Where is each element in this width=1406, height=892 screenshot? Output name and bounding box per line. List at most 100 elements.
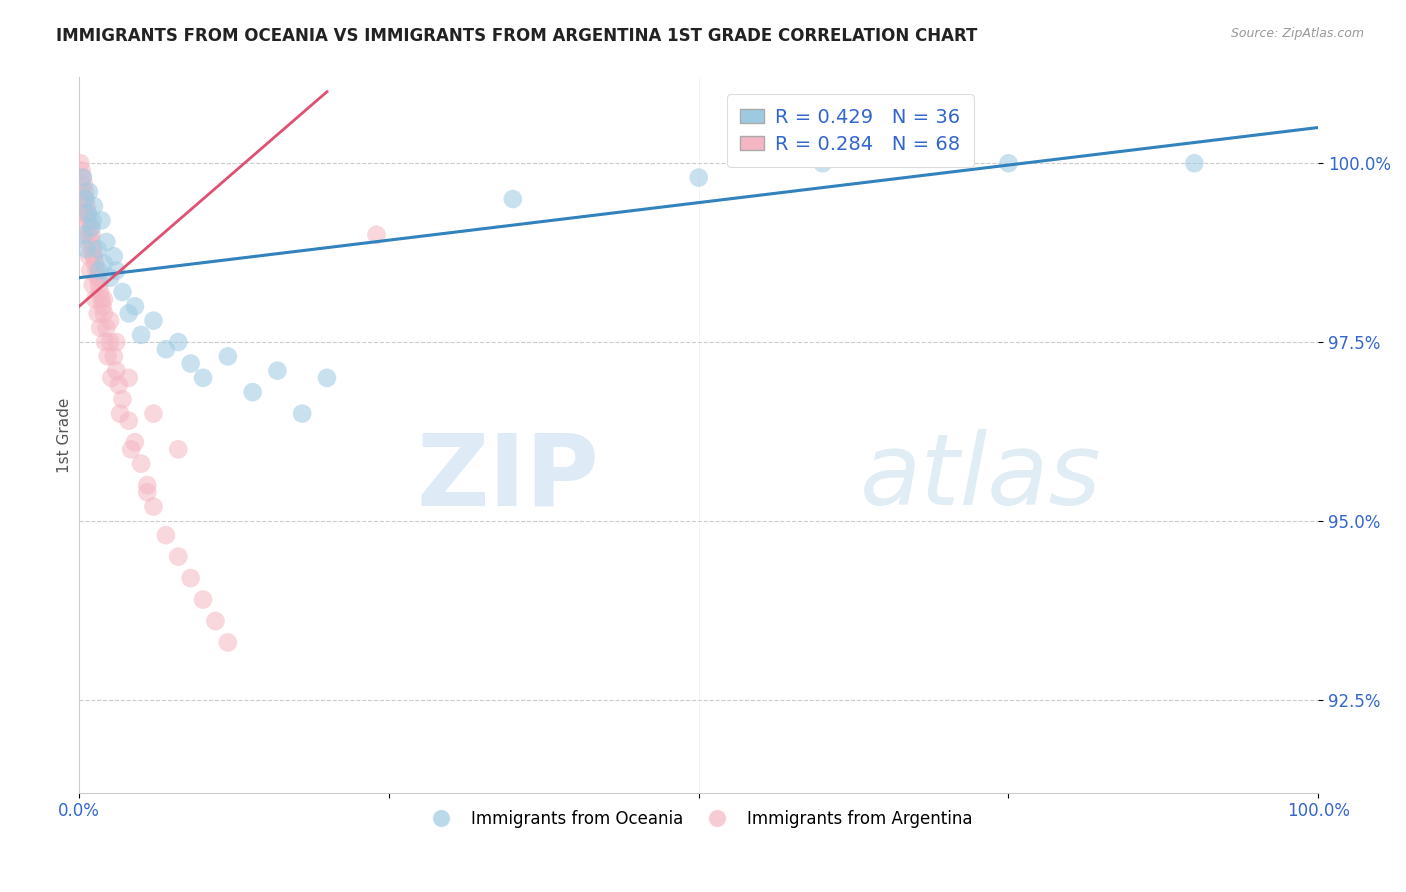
Point (86, 242, 108, 256)
Point (108, 407, 131, 421)
Point (688, 170, 710, 185)
Point (97, 350, 120, 364)
Point (87, 263, 110, 277)
Point (93, 292, 115, 306)
Point (82, 277, 104, 292)
Point (77, 213, 100, 227)
Point (77, 227, 100, 242)
Point (136, 478, 159, 492)
Point (1182, 156, 1205, 170)
Point (90, 213, 112, 227)
Point (142, 313, 165, 327)
Point (105, 263, 128, 277)
Point (111, 392, 134, 407)
Point (76, 206, 98, 220)
Point (204, 614, 226, 628)
Point (77, 249, 100, 263)
Point (87, 277, 110, 292)
Point (124, 299, 146, 313)
Point (79, 220, 101, 235)
Point (73, 227, 96, 242)
Point (70, 185, 93, 199)
Point (73, 206, 96, 220)
Y-axis label: 1st Grade: 1st Grade (58, 397, 72, 473)
Point (291, 407, 314, 421)
Text: IMMIGRANTS FROM OCEANIA VS IMMIGRANTS FROM ARGENTINA 1ST GRADE CORRELATION CHART: IMMIGRANTS FROM OCEANIA VS IMMIGRANTS FR… (56, 27, 977, 45)
Point (94, 334, 117, 349)
Point (129, 457, 152, 471)
Point (167, 549, 190, 564)
Point (75, 192, 97, 206)
Point (86, 270, 108, 285)
Point (91, 299, 114, 313)
Point (70, 163, 93, 178)
Point (142, 407, 165, 421)
Point (76, 199, 98, 213)
Point (366, 227, 388, 242)
Point (75, 192, 97, 206)
Point (217, 350, 239, 364)
Point (98, 334, 121, 349)
Point (103, 350, 125, 364)
Point (82, 213, 104, 227)
Point (167, 334, 190, 349)
Point (118, 371, 141, 385)
Point (118, 306, 141, 320)
Text: atlas: atlas (860, 429, 1101, 526)
Point (997, 156, 1019, 170)
Point (180, 571, 202, 585)
Point (83, 199, 105, 213)
Point (87, 270, 110, 285)
Text: Source: ZipAtlas.com: Source: ZipAtlas.com (1230, 27, 1364, 40)
Point (96, 320, 118, 334)
Point (89, 285, 111, 299)
Point (100, 371, 122, 385)
Point (129, 327, 152, 342)
Point (89, 320, 111, 334)
Point (98, 313, 121, 327)
Point (191, 371, 214, 385)
Point (124, 435, 146, 450)
Point (80, 235, 103, 249)
Point (86, 263, 108, 277)
Point (72, 170, 94, 185)
Point (84, 256, 107, 270)
Point (77, 185, 100, 199)
Point (72, 170, 94, 185)
Point (103, 249, 125, 263)
Point (96, 235, 118, 249)
Point (107, 378, 129, 392)
Point (502, 192, 524, 206)
Point (155, 528, 177, 542)
Point (83, 249, 105, 263)
Point (69, 156, 91, 170)
Point (83, 249, 105, 263)
Point (93, 306, 115, 320)
Point (98, 270, 121, 285)
Point (75, 206, 97, 220)
Point (82, 242, 104, 256)
Point (167, 442, 190, 457)
Point (316, 371, 339, 385)
Point (76, 235, 98, 249)
Point (111, 285, 134, 299)
Point (90, 292, 112, 306)
Point (105, 364, 128, 378)
Point (79, 263, 101, 277)
Point (72, 192, 94, 206)
Point (80, 227, 103, 242)
Point (217, 635, 239, 649)
Legend: Immigrants from Oceania, Immigrants from Argentina: Immigrants from Oceania, Immigrants from… (418, 803, 979, 834)
Point (76, 206, 98, 220)
Point (191, 592, 214, 607)
Point (155, 343, 177, 357)
Point (811, 156, 834, 170)
Point (142, 500, 165, 514)
Point (136, 485, 159, 500)
Point (266, 364, 288, 378)
Point (180, 357, 202, 371)
Point (105, 334, 128, 349)
Point (93, 256, 115, 270)
Point (75, 185, 97, 199)
Point (76, 220, 98, 235)
